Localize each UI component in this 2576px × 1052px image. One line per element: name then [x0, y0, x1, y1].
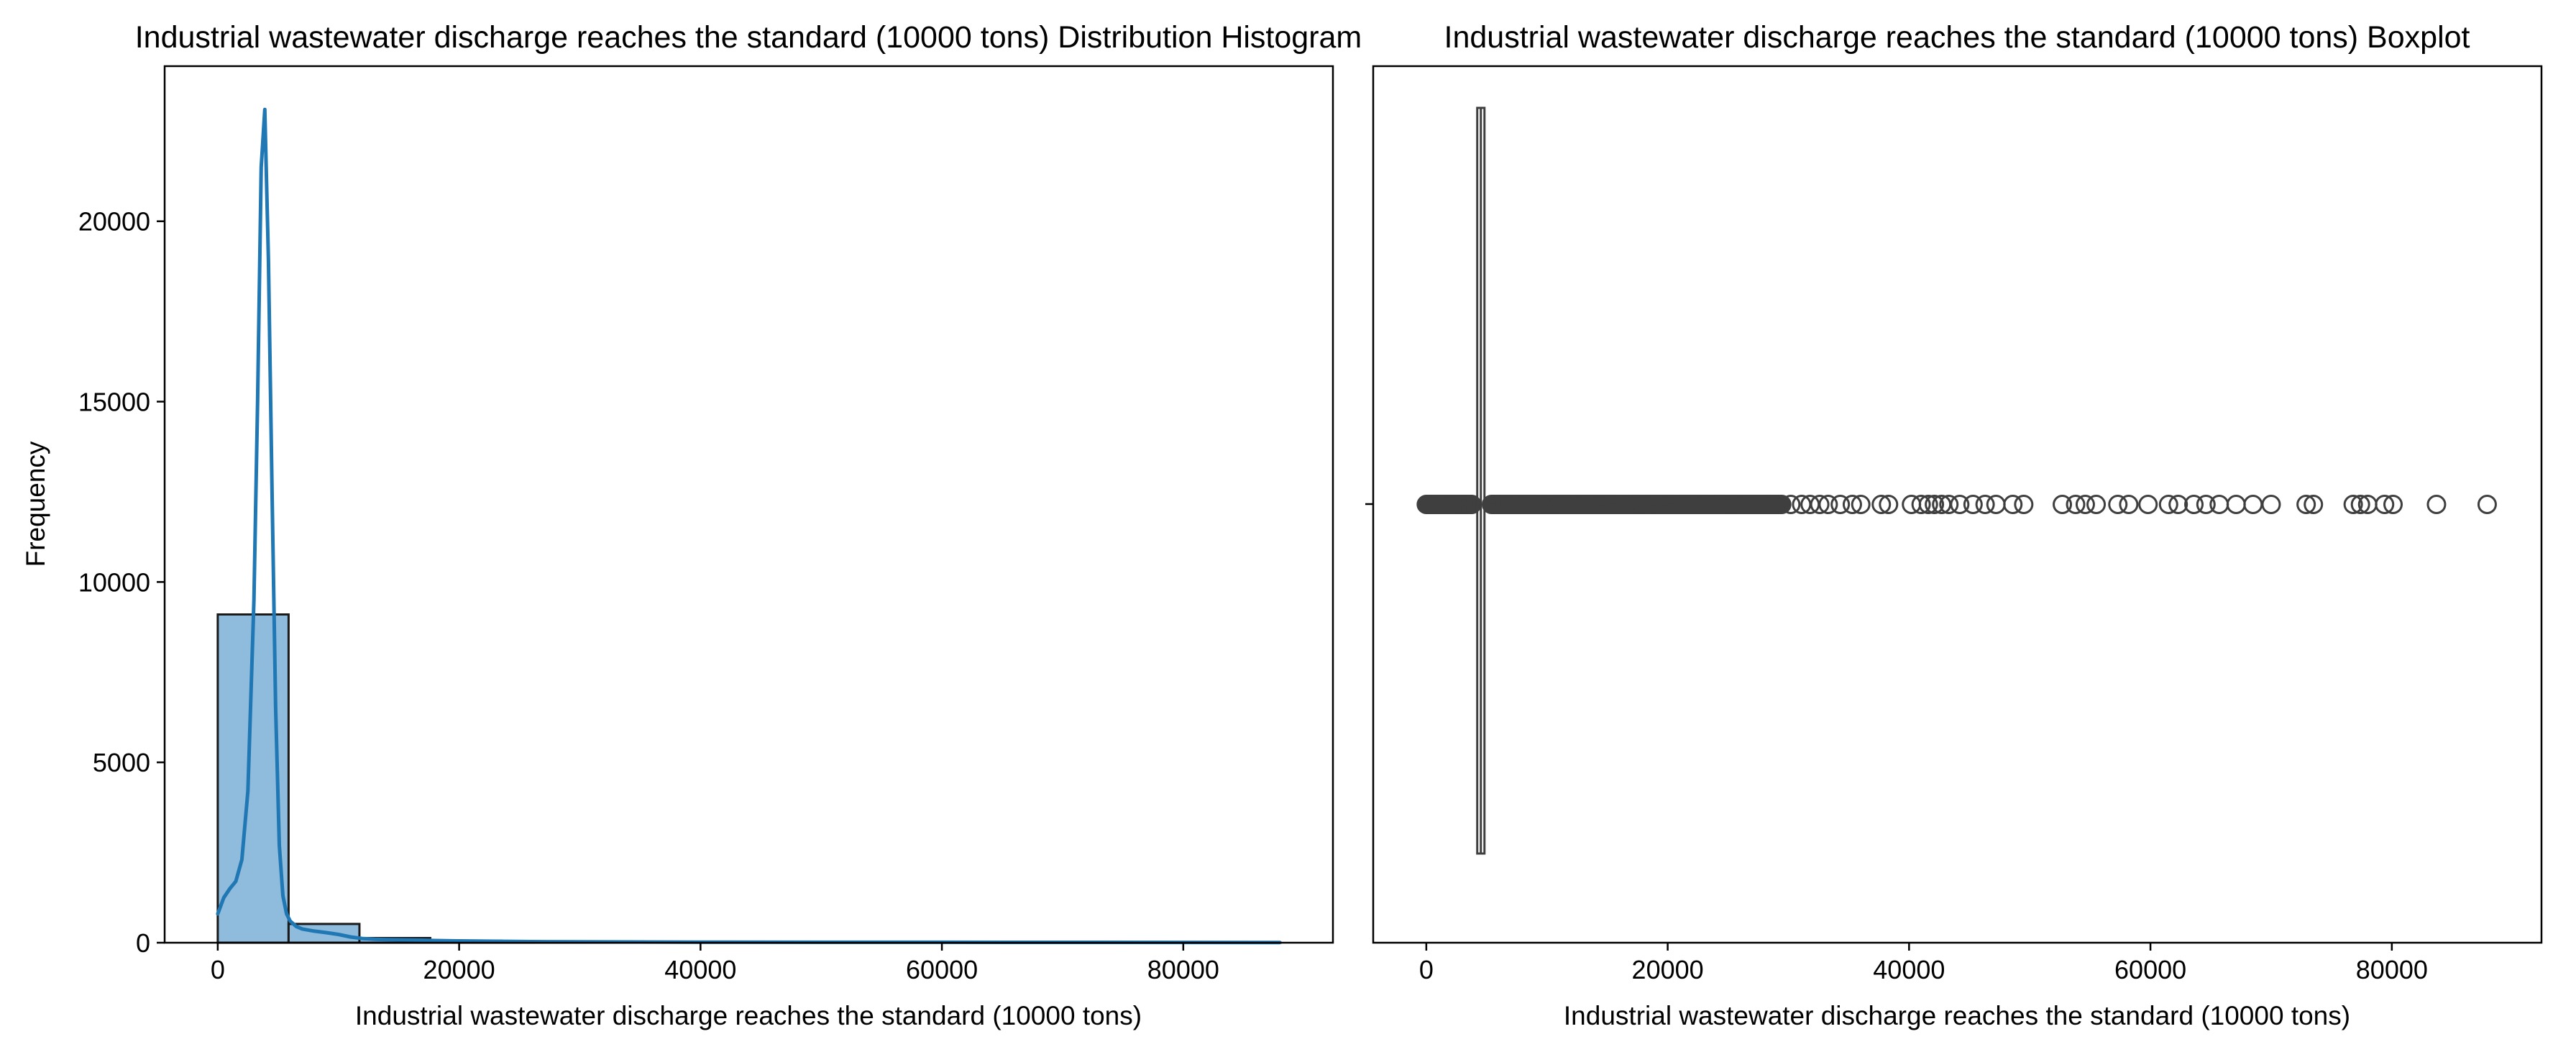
- outlier-point: [2209, 495, 2229, 514]
- outlier-point: [1851, 495, 1871, 514]
- outlier-point: [1781, 495, 1801, 514]
- outlier-point: [2350, 495, 2370, 514]
- outlier-point: [1925, 495, 1945, 514]
- outlier-point: [1950, 495, 1970, 514]
- histogram-y-tick-label: 20000: [78, 207, 150, 237]
- histogram-y-tick-label: 10000: [78, 567, 150, 597]
- outlier-point: [1842, 495, 1862, 514]
- outlier-point: [1911, 495, 1931, 514]
- histogram-y-label: Frequency: [21, 441, 50, 567]
- boxplot-x-tick-label: 80000: [2356, 955, 2428, 984]
- histogram-title: Industrial wastewater discharge reaches …: [135, 20, 1362, 55]
- outlier-point: [2066, 495, 2086, 514]
- outlier-point: [2184, 495, 2204, 514]
- histogram-y-tick-label: 0: [136, 928, 150, 958]
- histogram-axes-frame: [163, 65, 1334, 944]
- outlier-point: [1771, 495, 1792, 514]
- outlier-point: [2343, 495, 2363, 514]
- outlier-point: [2261, 495, 2281, 514]
- boxplot-panel: 0 20000 40000 60000 80000 Industrial wastewa…: [1365, 20, 2543, 1030]
- boxplot-x-tick-label: 0: [1419, 955, 1434, 984]
- outlier-point: [2243, 495, 2263, 514]
- kde-curve: [216, 107, 1282, 945]
- histogram-y-tick-label: 5000: [93, 748, 150, 777]
- histogram-x-tick-label: 60000: [906, 955, 978, 984]
- outlier-point: [1918, 495, 1938, 514]
- histogram-x-tick-label: 80000: [1147, 955, 1219, 984]
- outlier-point: [1830, 495, 1851, 514]
- outlier-point: [1879, 495, 1899, 514]
- outlier-point: [2296, 495, 2316, 514]
- outlier-point: [2226, 495, 2246, 514]
- outlier-point: [2168, 495, 2188, 514]
- outlier-point: [2119, 495, 2139, 514]
- histogram-x-ticks: 0 20000 40000 60000 80000: [211, 943, 1219, 984]
- outlier-point: [2014, 495, 2034, 514]
- boxplot-x-ticks: 0 20000 40000 60000 80000: [1419, 943, 2428, 984]
- outlier-point: [1810, 495, 1830, 514]
- outlier-point: [1818, 495, 1838, 514]
- outlier-point: [2383, 495, 2403, 514]
- boxplot-x-tick-label: 60000: [2114, 955, 2186, 984]
- histogram-y-ticks: 0 5000 10000 15000 20000: [78, 207, 165, 958]
- histogram-panel: 0 20000 40000 60000 80000 0 5000 10000 15000 200…: [21, 20, 1362, 1030]
- outlier-point: [2108, 495, 2128, 514]
- outlier-point: [2138, 495, 2158, 514]
- outlier-point: [2477, 495, 2497, 514]
- outlier-point: [2003, 495, 2023, 514]
- outlier-point: [2053, 495, 2073, 514]
- outlier-point: [2375, 495, 2395, 514]
- outlier-point: [2196, 495, 2216, 514]
- histogram-y-tick-label: 15000: [78, 388, 150, 417]
- outlier-point: [1986, 495, 2006, 514]
- outlier-point: [2304, 495, 2324, 514]
- outlier-point: [1975, 495, 1995, 514]
- outlier-point: [2158, 495, 2178, 514]
- boxplot-x-label: Industrial wastewater discharge reaches …: [1564, 1001, 2350, 1030]
- histogram-x-tick-label: 20000: [423, 955, 495, 984]
- boxplot-box: [1476, 106, 1486, 855]
- histogram-x-label: Industrial wastewater discharge reaches …: [355, 1001, 1142, 1030]
- histogram-bars: [216, 613, 1282, 944]
- boxplot-x-tick-label: 20000: [1632, 955, 1704, 984]
- outlier-point: [1871, 495, 1892, 514]
- boxplot-x-tick-label: 40000: [1873, 955, 1945, 984]
- outlier-point: [1963, 495, 1983, 514]
- boxplot-outliers: [1416, 495, 2497, 514]
- boxplot-title: Industrial wastewater discharge reaches …: [1444, 20, 2470, 55]
- outlier-point: [2086, 495, 2107, 514]
- outlier-point: [1939, 495, 1959, 514]
- histogram-x-tick-label: 40000: [664, 955, 736, 984]
- outlier-point: [2075, 495, 2095, 514]
- histogram-x-tick-label: 0: [211, 955, 225, 984]
- outlier-point: [2426, 495, 2447, 514]
